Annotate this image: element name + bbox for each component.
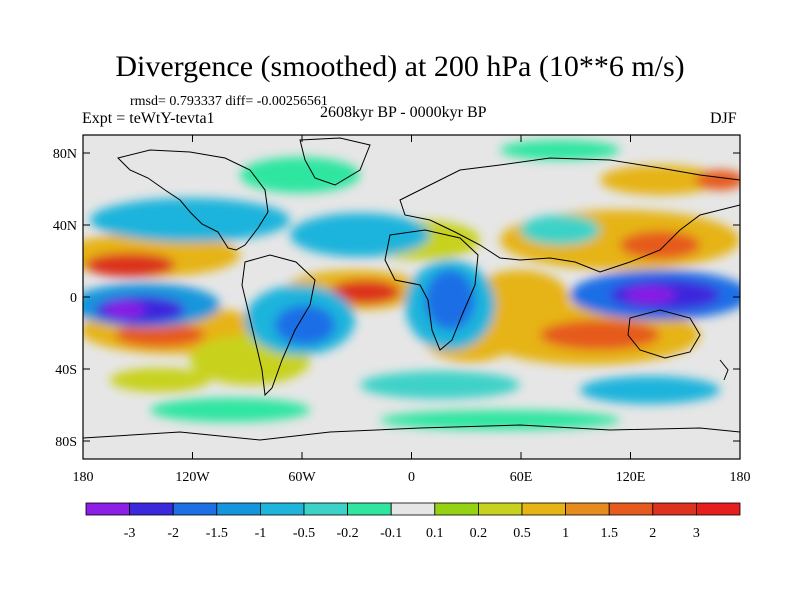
latitude-axis: 80N 40N 0 40S 80S	[53, 147, 740, 450]
colorbar-swatch	[129, 502, 174, 516]
colorbar-swatch	[303, 502, 348, 516]
lon-tick-label: 120W	[175, 470, 210, 485]
coastlines	[83, 137, 740, 441]
colorbar-label: 1.5	[600, 526, 618, 541]
period-label: 2608kyr BP - 0000kyr BP	[320, 104, 487, 121]
coast-south-america	[241, 254, 316, 397]
coast-eurasia	[399, 157, 740, 273]
colorbar-label: 2	[649, 526, 656, 541]
colorbar-label: 0.2	[470, 526, 488, 541]
lon-tick-label: 0	[408, 470, 415, 485]
colorbar-swatch	[521, 502, 566, 516]
colorbar-swatch	[608, 502, 654, 516]
colorbar-label: -0.5	[293, 526, 315, 541]
coast-greenland	[299, 137, 371, 186]
colorbar-swatch	[216, 502, 261, 516]
colorbar-swatch	[172, 502, 218, 516]
colorbar: -3 -2 -1.5 -1 -0.5 -0.2 -0.1 0.1 0.2 0.5 1 1.5 2 3	[85, 502, 741, 541]
colorbar-label: -0.1	[380, 526, 402, 541]
stats-label: rmsd= 0.793337 diff= -0.00256561	[130, 94, 328, 109]
lon-tick-label: 180	[730, 470, 751, 485]
colorbar-label: 0.1	[426, 526, 444, 541]
season-label: DJF	[710, 110, 737, 127]
colorbar-swatch	[652, 502, 697, 516]
lat-tick-label: 40N	[53, 219, 77, 234]
colorbar-label: -3	[124, 526, 136, 541]
coast-australia	[627, 309, 701, 359]
lat-tick-label: 80N	[53, 147, 77, 162]
coast-north-america	[117, 149, 269, 251]
map-title: Divergence (smoothed) at 200 hPa (10**6 …	[115, 50, 685, 83]
longitude-axis: 180 120W 60W 0 60E 120E 180	[73, 135, 751, 485]
coast-antarctica	[83, 424, 740, 441]
colorbar-label: 1	[562, 526, 569, 541]
colorbar-label: -1	[255, 526, 267, 541]
lat-tick-label: 40S	[55, 363, 77, 378]
colorbar-label: 3	[693, 526, 700, 541]
lat-tick-label: 80S	[55, 435, 77, 450]
colorbar-swatch	[347, 502, 392, 516]
contour-field	[83, 135, 740, 459]
lon-tick-label: 60W	[288, 470, 316, 485]
contour-blobs	[83, 140, 740, 430]
coast-africa	[384, 229, 479, 351]
lon-tick-label: 60E	[510, 470, 533, 485]
coast-new-zealand	[719, 359, 729, 381]
colorbar-label: -0.2	[337, 526, 359, 541]
experiment-label: Expt = teWtY-tevta1	[82, 110, 215, 127]
colorbar-swatch	[565, 502, 610, 516]
lon-tick-label: 120E	[616, 470, 646, 485]
colorbar-swatch	[259, 502, 305, 516]
colorbar-swatch	[696, 502, 741, 516]
colorbar-swatch	[477, 502, 523, 516]
colorbar-swatch	[85, 502, 130, 516]
lon-tick-label: 180	[73, 470, 94, 485]
colorbar-swatch	[390, 502, 436, 516]
colorbar-swatch	[434, 502, 479, 516]
colorbar-label: -2	[167, 526, 179, 541]
lat-tick-label: 0	[70, 291, 77, 306]
colorbar-label: 0.5	[513, 526, 531, 541]
colorbar-label: -1.5	[206, 526, 228, 541]
